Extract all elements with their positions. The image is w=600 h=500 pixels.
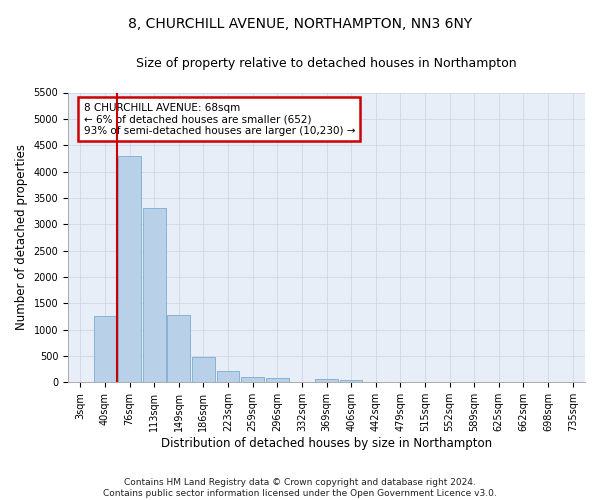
Bar: [143, 208, 166, 382]
Bar: [241, 377, 264, 382]
Bar: [94, 316, 116, 382]
Bar: [118, 156, 141, 382]
Text: 8 CHURCHILL AVENUE: 68sqm
← 6% of detached houses are smaller (652)
93% of semi-: 8 CHURCHILL AVENUE: 68sqm ← 6% of detach…: [83, 102, 355, 136]
Bar: [192, 357, 215, 382]
Text: 8, CHURCHILL AVENUE, NORTHAMPTON, NN3 6NY: 8, CHURCHILL AVENUE, NORTHAMPTON, NN3 6N…: [128, 18, 472, 32]
Text: Contains HM Land Registry data © Crown copyright and database right 2024.
Contai: Contains HM Land Registry data © Crown c…: [103, 478, 497, 498]
Bar: [315, 379, 338, 382]
Title: Size of property relative to detached houses in Northampton: Size of property relative to detached ho…: [136, 58, 517, 70]
Bar: [167, 316, 190, 382]
Bar: [217, 370, 239, 382]
Bar: [266, 378, 289, 382]
X-axis label: Distribution of detached houses by size in Northampton: Distribution of detached houses by size …: [161, 437, 492, 450]
Y-axis label: Number of detached properties: Number of detached properties: [15, 144, 28, 330]
Bar: [340, 380, 362, 382]
